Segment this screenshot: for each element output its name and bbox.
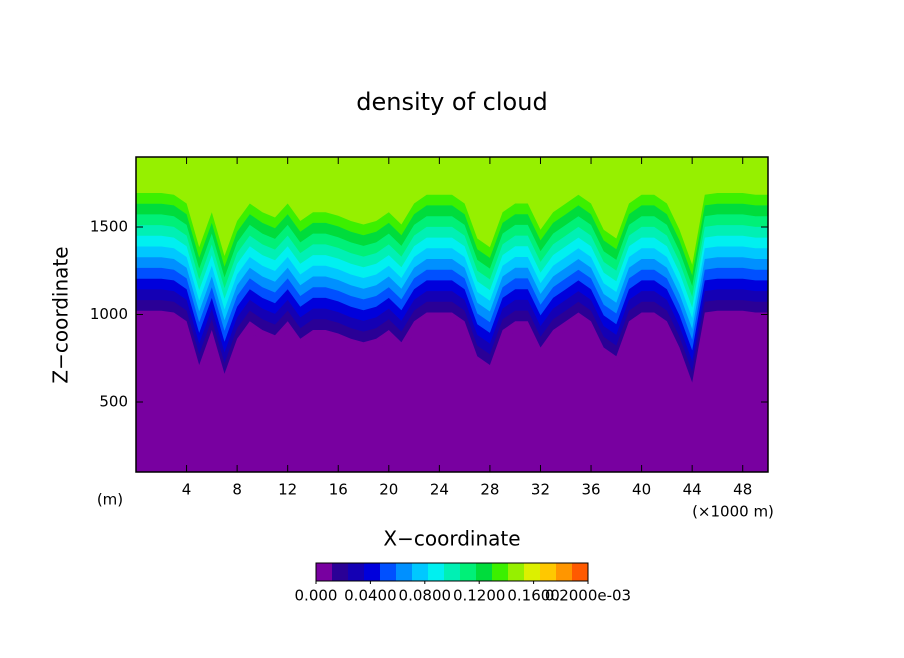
colorbar-frame [315, 562, 589, 582]
colorbar-tick-label: 0.1200 [453, 587, 506, 605]
colorbar-swatch [524, 563, 540, 581]
colorbar-swatch [492, 563, 508, 581]
x-tick-label: 32 [531, 481, 550, 499]
colorbar-swatch [380, 563, 396, 581]
colorbar-tick-label: 0.0400 [344, 587, 397, 605]
colorbar-swatch [316, 563, 332, 581]
colorbar-swatch [476, 563, 492, 581]
y-tick-label: 1500 [90, 218, 128, 236]
colorbar-swatch [364, 563, 380, 581]
colorbar-swatch [508, 563, 524, 581]
x-unit: (×1000 m) [692, 503, 774, 521]
x-tick-label: 20 [379, 481, 398, 499]
y-tick-label: 1000 [90, 305, 128, 323]
x-tick-label: 28 [480, 481, 499, 499]
colorbar-swatch [460, 563, 476, 581]
chart-title: density of cloud [356, 88, 547, 116]
colorbar-tick-label: 0.000 [295, 587, 338, 605]
band [136, 310, 768, 472]
x-tick-label: 16 [329, 481, 348, 499]
colorbar-tick-label: 0.2000e-03 [545, 587, 631, 605]
x-tick-label: 8 [232, 481, 242, 499]
colorbar-tick-label: 0.0800 [399, 587, 452, 605]
colorbar-swatch [396, 563, 412, 581]
cloud-base-line [136, 321, 768, 396]
colorbar-swatch [556, 563, 572, 581]
colorbar-swatch [444, 563, 460, 581]
y-axis-label: Z−coordinate [49, 246, 73, 383]
colorbar-swatch [540, 563, 556, 581]
x-tick-label: 36 [581, 481, 600, 499]
colorbar-swatch [348, 563, 364, 581]
x-axis-label: X−coordinate [383, 527, 520, 551]
y-unit: (m) [97, 491, 123, 509]
colorbar-swatch [332, 563, 348, 581]
x-tick-label: 40 [632, 481, 651, 499]
colorbar-tick-label: 0.1600 [507, 587, 560, 605]
x-tick-label: 48 [733, 481, 752, 499]
x-tick-label: 24 [430, 481, 449, 499]
x-tick-label: 12 [278, 481, 297, 499]
colorbar-swatch [572, 563, 588, 581]
x-tick-label: 4 [182, 481, 192, 499]
colorbar-swatch [428, 563, 444, 581]
colorbar-swatch [412, 563, 428, 581]
y-tick-label: 500 [99, 393, 128, 411]
x-tick-label: 44 [683, 481, 702, 499]
